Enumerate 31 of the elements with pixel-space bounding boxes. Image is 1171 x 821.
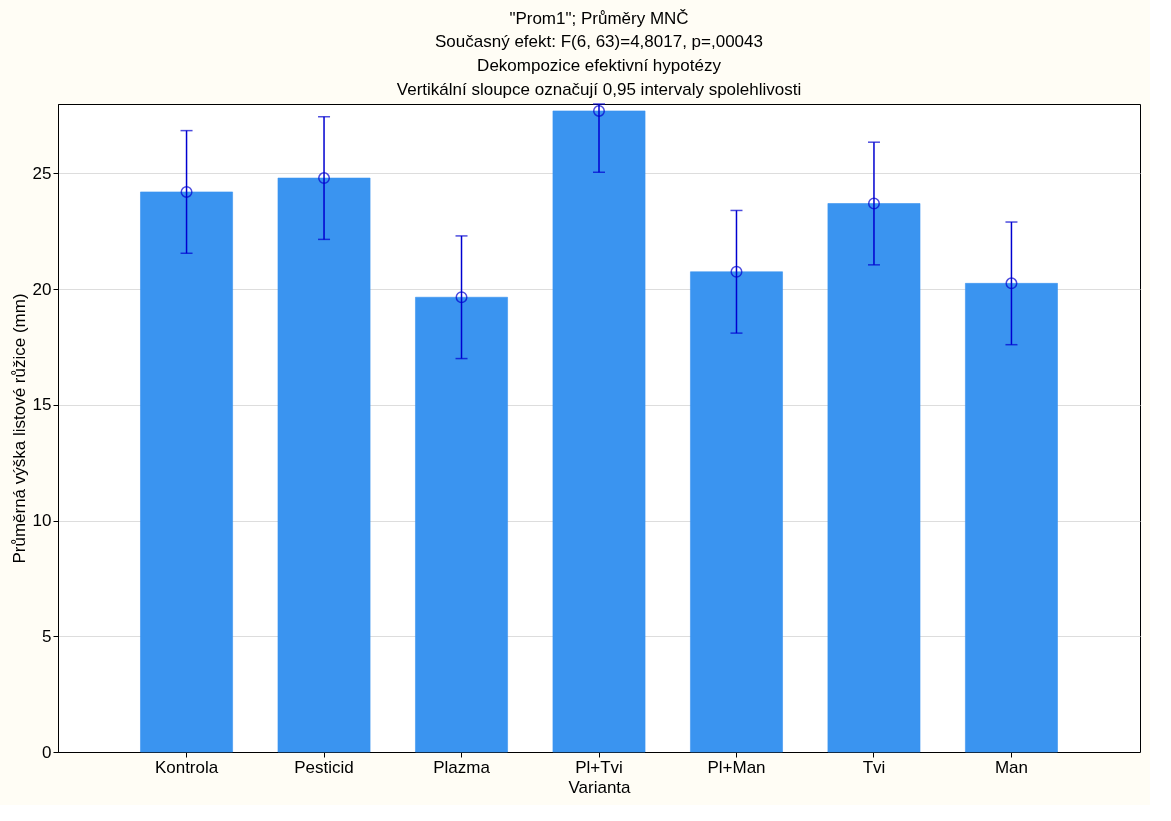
y-tick-label: 5 <box>42 626 52 646</box>
point <box>455 291 468 304</box>
bar <box>690 271 783 753</box>
bar <box>552 110 646 753</box>
point <box>730 265 743 278</box>
bar <box>140 191 233 753</box>
chart-title: "Prom1"; Průměry MNČ <box>509 9 689 29</box>
y-tick-label: 10 <box>32 511 52 531</box>
x-tick-label: Plazma <box>433 757 491 777</box>
y-tick-label: 0 <box>42 742 52 762</box>
y-tick-label: 25 <box>32 163 52 183</box>
point <box>180 185 193 198</box>
x-tick-label: Kontrola <box>154 757 219 777</box>
x-tick-label: Tvi <box>862 757 886 777</box>
bar <box>827 203 921 753</box>
y-tick-label: 20 <box>32 279 52 299</box>
x-tick-label: Pl+Tvi <box>575 757 623 777</box>
chart-subtitle: Současný efekt: F(6, 63)=4,8017, p=,00043 Dekompozice efektivní hypotézy Vertikální sloupce označují 0,95 intervaly spolehlivosti <box>396 32 802 100</box>
point <box>318 172 331 185</box>
bar <box>277 177 371 753</box>
point <box>1005 277 1018 290</box>
point <box>867 197 880 210</box>
x-axis-title: Varianta <box>568 777 632 797</box>
x-tick-label: Pl+Man <box>707 757 766 777</box>
bar <box>965 283 1058 753</box>
x-tick-label: Pesticid <box>294 757 354 777</box>
y-tick-label: 15 <box>32 395 52 415</box>
point <box>593 104 605 117</box>
bar <box>415 296 508 753</box>
x-tick-label: Man <box>994 757 1028 777</box>
y-axis-title: Průměrná výška listové růžice (mm) <box>9 293 29 564</box>
